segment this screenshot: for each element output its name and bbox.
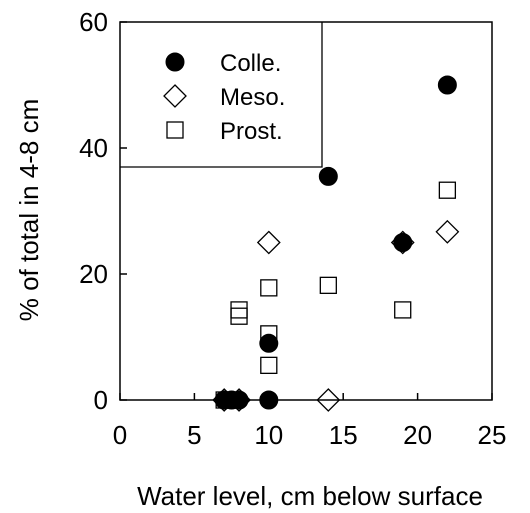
legend-label: Prost. <box>220 118 283 145</box>
data-point-prost <box>231 308 247 324</box>
data-point-prost <box>320 277 336 293</box>
legend-marker <box>164 85 186 107</box>
x-tick-label: 25 <box>478 420 507 450</box>
y-tick-label: 20 <box>79 259 108 289</box>
x-tick-label: 10 <box>254 420 283 450</box>
data-point-meso <box>436 221 458 243</box>
data-point-colle <box>260 334 278 352</box>
data-point-colle <box>319 167 337 185</box>
legend: Colle. Meso. Prost. <box>120 22 322 167</box>
plot-frame <box>120 22 492 400</box>
legend-label: Colle. <box>220 50 281 77</box>
data-point-colle <box>260 391 278 409</box>
x-tick-label: 20 <box>403 420 432 450</box>
x-tick-label: 5 <box>187 420 201 450</box>
data-point-colle <box>394 234 412 252</box>
y-tick-label: 0 <box>94 385 108 415</box>
plot-area: 0 5 10 15 20 25 0 20 40 60 <box>79 7 506 450</box>
data-point-prost <box>231 302 247 318</box>
y-axis-label: % of total in 4-8 cm <box>14 99 44 322</box>
data-point-meso <box>258 232 280 254</box>
data-point-prost <box>261 357 277 373</box>
x-tick-label: 0 <box>113 420 127 450</box>
data-point-prost <box>261 280 277 296</box>
x-tick-label: 15 <box>329 420 358 450</box>
legend-marker <box>167 122 183 138</box>
legend-marker <box>166 53 184 71</box>
x-axis-label: Water level, cm below surface <box>137 481 483 511</box>
legend-label: Meso. <box>220 84 285 111</box>
data-point-prost <box>439 182 455 198</box>
data-point-colle <box>438 76 456 94</box>
y-tick-label: 40 <box>79 133 108 163</box>
data-point-colle <box>230 391 248 409</box>
data-point-prost <box>395 302 411 318</box>
y-tick-label: 60 <box>79 7 108 37</box>
